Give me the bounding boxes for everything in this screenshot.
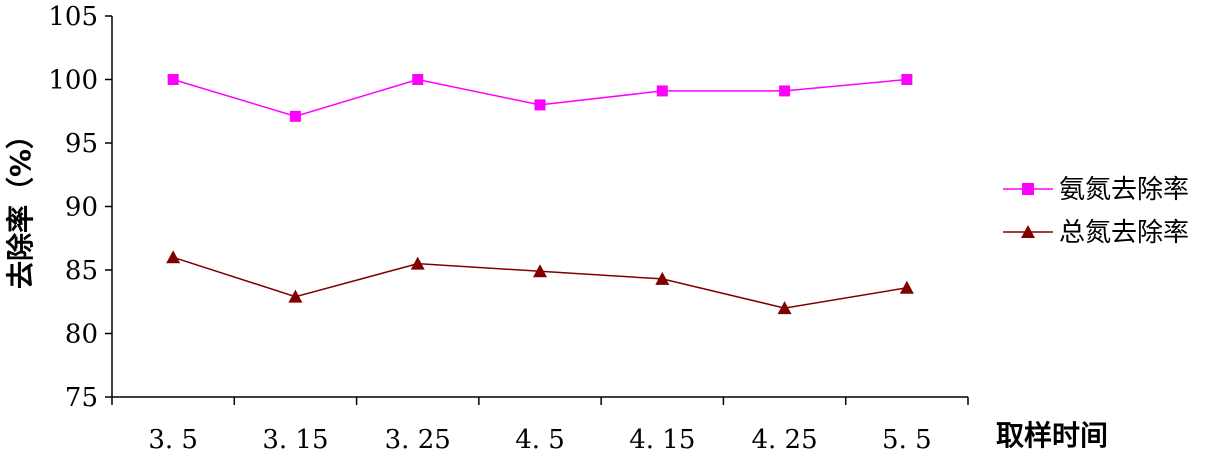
data-point-triangle — [655, 271, 670, 285]
series-line-0 — [172, 78, 907, 118]
y-tick-label: 95 — [65, 129, 98, 159]
data-point-square — [779, 85, 791, 97]
data-point-square — [656, 85, 668, 97]
x-axis-title: 取样时间 — [996, 419, 1108, 452]
data-point-triangle — [410, 256, 425, 270]
legend-label-ammonia: 氨氮去除率 — [1059, 175, 1189, 205]
x-tick-label: 5. 5 — [882, 425, 932, 455]
y-tick-label: 90 — [65, 193, 98, 223]
legend: 氨氮去除率 总氮去除率 — [1003, 175, 1189, 248]
y-tick-label: 85 — [65, 256, 98, 286]
axes — [111, 16, 968, 398]
legend-label-total-nitrogen: 总氮去除率 — [1059, 218, 1189, 248]
data-point-triangle — [533, 264, 547, 278]
legend-marker-square-icon — [1022, 183, 1034, 195]
data-point-square — [289, 110, 301, 122]
x-tick-label: 3. 15 — [262, 425, 328, 455]
x-tick-label: 4. 5 — [515, 425, 565, 455]
y-tick-label: 80 — [65, 320, 98, 350]
legend-item-ammonia: 氨氮去除率 — [1003, 175, 1189, 205]
x-tick-label: 3. 25 — [385, 425, 451, 455]
series-layer — [166, 74, 914, 315]
y-tick-label: 105 — [48, 2, 98, 32]
x-tick-label: 4. 15 — [629, 425, 695, 455]
data-point-square — [167, 74, 179, 85]
data-point-triangle — [166, 250, 181, 264]
y-ticks: 75 80 85 90 95 100 105 — [48, 2, 112, 413]
y-tick-label: 100 — [48, 66, 98, 96]
x-ticks: 3. 5 3. 15 3. 25 4. 5 4. 15 4. 25 5. 5 — [111, 397, 969, 455]
data-point-triangle — [288, 289, 303, 303]
data-point-square — [412, 74, 424, 85]
data-point-triangle — [899, 280, 914, 294]
legend-marker-triangle-icon — [1021, 225, 1035, 238]
data-point-square — [534, 99, 546, 111]
data-point-triangle — [777, 301, 792, 315]
y-axis-title: 去除率（%） — [4, 121, 37, 289]
legend-item-total-nitrogen: 总氮去除率 — [1003, 218, 1189, 248]
x-tick-label: 3. 5 — [148, 425, 198, 455]
x-tick-label: 4. 25 — [751, 425, 817, 455]
y-tick-label: 75 — [65, 383, 98, 413]
data-point-square — [901, 74, 913, 85]
